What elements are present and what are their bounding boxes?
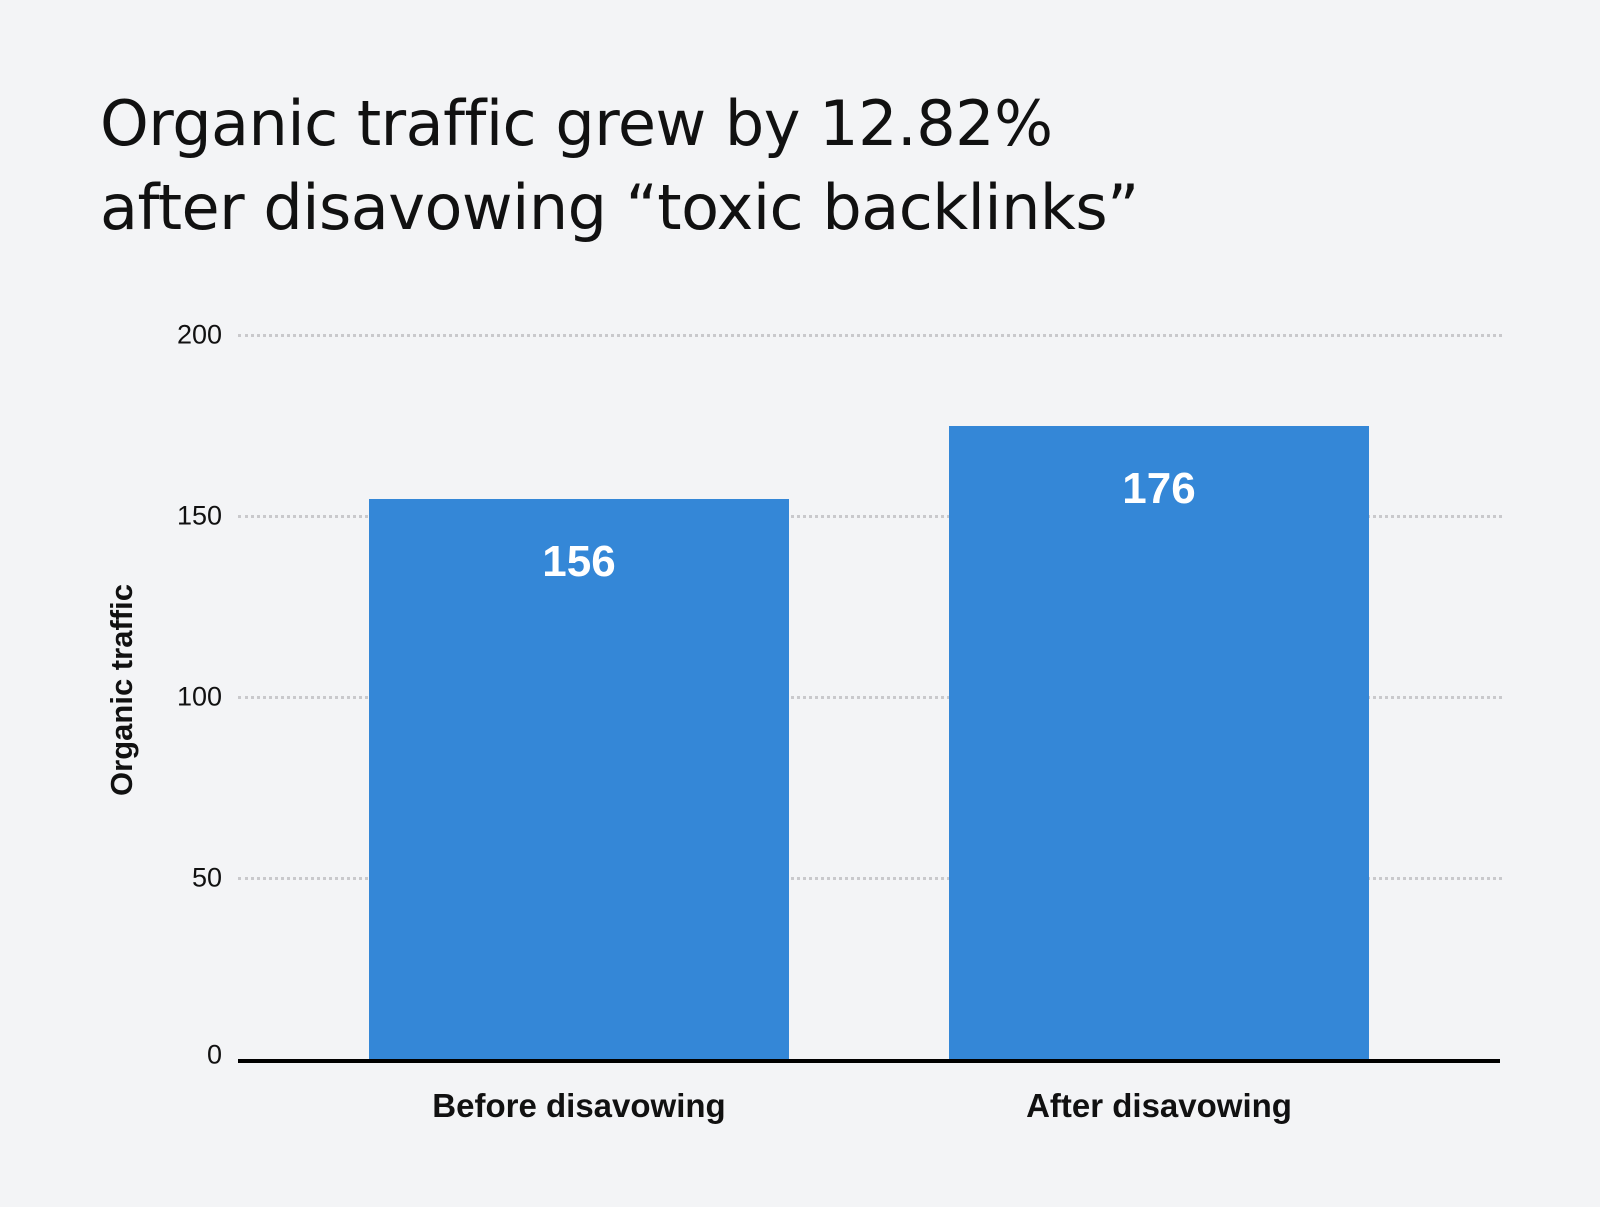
- chart-title: Organic traffic grew by 12.82% after dis…: [100, 82, 1139, 250]
- gridline-50: [238, 877, 1502, 880]
- chart-title-line-2: after disavowing “toxic backlinks”: [100, 171, 1139, 244]
- gridline-100: [238, 696, 1502, 699]
- x-tick-after-disavowing: After disavowing: [1026, 1087, 1292, 1124]
- x-tick-before-disavowing: Before disavowing: [432, 1087, 726, 1124]
- gridline-200: [238, 334, 1502, 337]
- y-tick-200: 200: [176, 319, 222, 350]
- y-tick-150: 150: [176, 500, 222, 531]
- x-axis-line: [238, 1059, 1500, 1063]
- chart-title-line-1: Organic traffic grew by 12.82%: [100, 87, 1053, 160]
- bar-before-disavowing: 156: [369, 499, 789, 1060]
- bar-after-disavowing: 176: [949, 426, 1369, 1060]
- y-axis-label: Organic traffic: [104, 584, 139, 796]
- y-tick-50: 50: [191, 862, 222, 893]
- bar-value-label: 176: [1122, 464, 1196, 513]
- y-tick-100: 100: [176, 681, 222, 712]
- y-tick-0: 0: [206, 1039, 222, 1070]
- gridline-150: [238, 515, 1502, 518]
- bar-value-label: 156: [542, 537, 616, 586]
